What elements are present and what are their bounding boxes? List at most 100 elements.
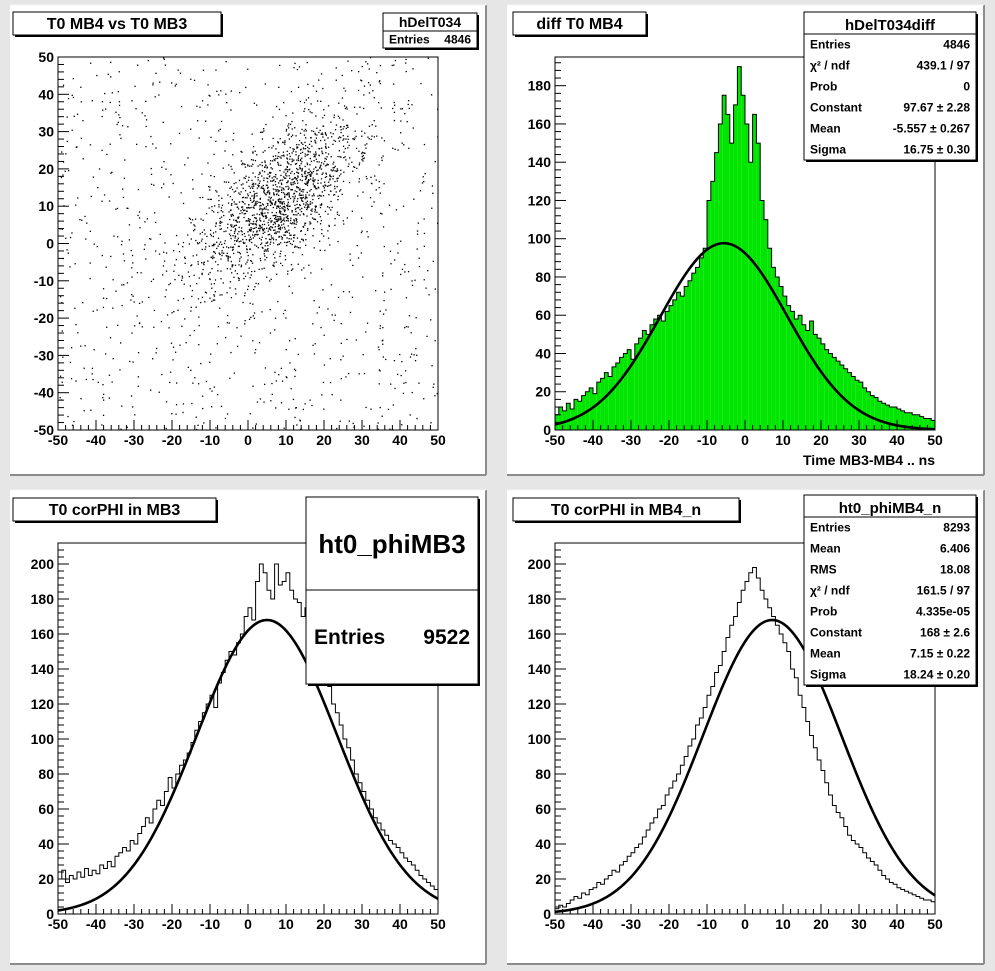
histogram-bar: [676, 292, 681, 430]
scatter-point: [301, 199, 303, 202]
scatter-point: [235, 182, 237, 184]
scatter-point: [278, 190, 280, 192]
scatter-point: [331, 314, 333, 316]
scatter-point: [240, 264, 243, 266]
scatter-point: [241, 162, 244, 164]
scatter-point: [256, 219, 258, 221]
scatter-point: [270, 160, 272, 162]
scatter-point: [250, 238, 252, 240]
scatter-point: [321, 147, 323, 149]
stats-row-label: Constant: [810, 101, 862, 115]
scatter-point: [230, 237, 232, 240]
scatter-point: [265, 123, 267, 126]
scatter-point: [336, 180, 338, 182]
scatter-point: [300, 198, 303, 200]
scatter-point: [256, 195, 258, 197]
x-tick-label: -50: [545, 916, 565, 932]
scatter-point: [431, 365, 433, 367]
scatter-point: [254, 352, 256, 354]
scatter-point: [250, 222, 252, 225]
scatter-point: [127, 207, 129, 209]
scatter-point: [320, 73, 323, 75]
scatter-point: [178, 132, 181, 134]
scatter-point: [244, 166, 247, 168]
y-tick-label: 30: [38, 124, 54, 140]
scatter-point: [325, 172, 327, 174]
scatter-point: [337, 240, 339, 243]
scatter-point: [279, 205, 281, 207]
scatter-point: [393, 101, 395, 104]
scatter-point: [378, 369, 380, 371]
scatter-point: [177, 309, 179, 311]
x-axis: -50 -40 -30 -20 -10 0 10 20 30 40 50: [545, 420, 943, 448]
scatter-point: [421, 182, 424, 184]
scatter-point: [150, 183, 153, 185]
scatter-point: [379, 370, 381, 372]
scatter-point: [286, 377, 288, 379]
scatter-point: [238, 245, 240, 248]
histogram-bar: [631, 359, 635, 430]
scatter-point: [280, 164, 282, 166]
scatter-point: [119, 369, 121, 371]
scatter-point: [211, 268, 213, 270]
stats-row-value: 7.15 ± 0.22: [910, 647, 970, 661]
y-tick-label: -40: [34, 385, 54, 401]
scatter-point: [407, 271, 410, 273]
scatter-point: [305, 183, 307, 185]
scatter-point: [307, 146, 309, 148]
scatter-point: [266, 177, 268, 179]
scatter-point: [348, 420, 350, 422]
scatter-point: [327, 105, 330, 107]
scatter-point: [182, 202, 185, 205]
scatter-point: [270, 202, 272, 204]
scatter-point: [311, 202, 313, 204]
scatter-point: [213, 257, 215, 259]
scatter-point: [259, 171, 261, 173]
scatter-point: [263, 179, 265, 182]
scatter-point: [220, 405, 223, 407]
scatter-point: [296, 177, 298, 180]
x-tick-label: 30: [354, 432, 370, 448]
scatter-point: [296, 200, 298, 202]
scatter-point: [306, 208, 308, 211]
scatter-point: [230, 351, 232, 354]
scatter-point: [302, 225, 304, 228]
scatter-point: [283, 155, 285, 157]
scatter-point: [120, 244, 123, 246]
scatter-point: [209, 361, 211, 363]
scatter-point: [342, 119, 344, 121]
scatter-point: [194, 218, 197, 220]
scatter-point: [284, 193, 286, 195]
scatter-point: [295, 207, 297, 209]
scatter-point: [210, 229, 212, 231]
scatter-point: [302, 147, 305, 149]
scatter-point: [302, 226, 305, 228]
scatter-point: [264, 215, 266, 217]
scatter-point: [230, 214, 232, 216]
scatter-point: [412, 127, 414, 129]
scatter-point: [295, 219, 297, 222]
scatter-point: [249, 207, 251, 209]
scatter-point: [321, 229, 323, 231]
scatter-point: [243, 213, 245, 215]
scatter-point: [279, 138, 281, 140]
scatter-point: [311, 217, 314, 219]
x-tick-label: 30: [851, 432, 867, 448]
scatter-point: [228, 164, 230, 166]
scatter-point: [330, 184, 332, 186]
scatter-point: [317, 169, 319, 171]
scatter-point: [256, 154, 258, 156]
scatter-point: [309, 111, 311, 113]
scatter-point: [282, 213, 284, 215]
scatter-point: [276, 207, 278, 209]
scatter-point: [227, 314, 229, 317]
scatter-point: [307, 172, 309, 174]
scatter-point: [382, 356, 384, 358]
scatter-point: [165, 289, 167, 291]
scatter-point: [343, 138, 345, 140]
scatter-point: [216, 343, 218, 345]
scatter-point: [267, 173, 269, 175]
scatter-point: [288, 232, 291, 234]
scatter-point: [233, 225, 236, 227]
scatter-point: [308, 204, 310, 206]
